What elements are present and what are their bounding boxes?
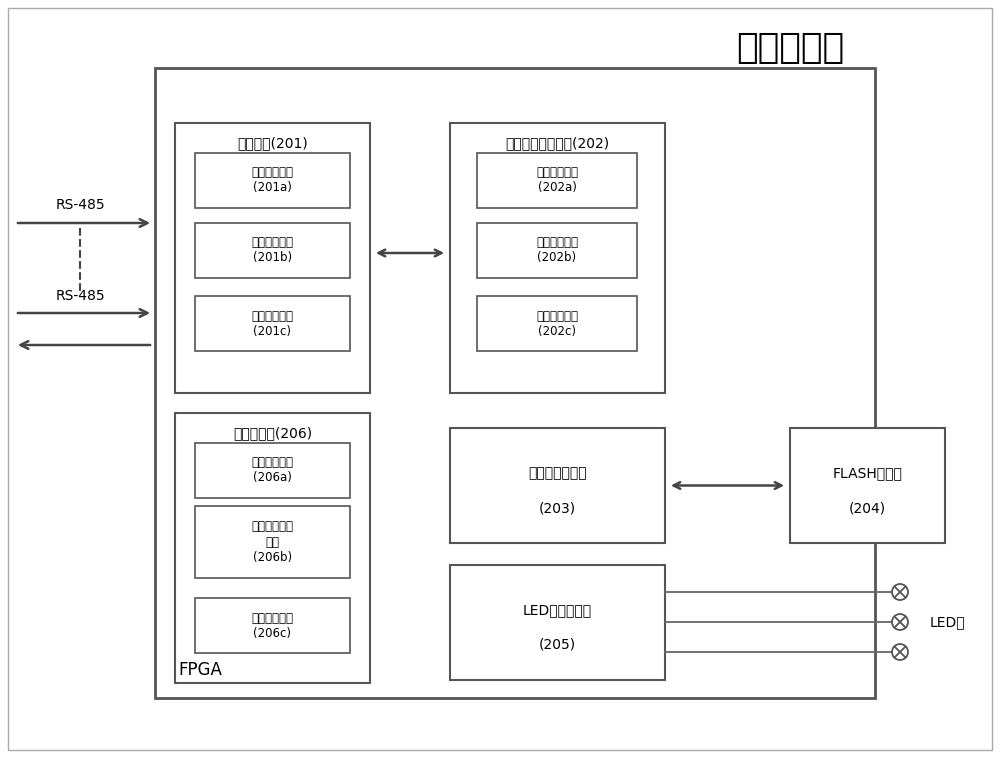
Bar [790, 428, 945, 543]
Bar [195, 153, 350, 208]
Text: LED灯: LED灯 [930, 615, 966, 629]
Bar [195, 443, 350, 498]
Text: (203): (203) [539, 501, 576, 515]
Bar [477, 296, 637, 351]
Text: 逻辑处理卡: 逻辑处理卡 [736, 31, 844, 65]
Text: 通信发送接口
(201c): 通信发送接口 (201c) [252, 309, 294, 337]
Bar [175, 413, 370, 683]
Text: RS-485: RS-485 [55, 289, 105, 303]
Bar [195, 296, 350, 351]
Text: (205): (205) [539, 638, 576, 652]
Bar [195, 506, 350, 578]
Text: 逻辑控制模块
(202b): 逻辑控制模块 (202b) [536, 236, 578, 265]
Text: 通信模块(201): 通信模块(201) [237, 136, 308, 150]
Text: 通信接收接口
(201a): 通信接收接口 (201a) [252, 167, 294, 195]
Text: 输入输出接口
(202a): 输入输出接口 (202a) [536, 167, 578, 195]
Bar [477, 223, 637, 278]
Text: FPGA: FPGA [178, 661, 222, 679]
Text: LED灯控制模块: LED灯控制模块 [523, 603, 592, 617]
Text: 自诊断模块(206): 自诊断模块(206) [233, 426, 312, 440]
Text: 故障显示模块
(206c): 故障显示模块 (206c) [252, 612, 294, 640]
Text: 故障诊断模块
(206a): 故障诊断模块 (206a) [252, 456, 294, 484]
Bar [450, 565, 665, 680]
Text: 通道控制模块
(202c): 通道控制模块 (202c) [536, 309, 578, 337]
Bar [477, 153, 637, 208]
Text: 故障安全处理
模块
(206b): 故障安全处理 模块 (206b) [252, 521, 294, 563]
Text: (204): (204) [849, 501, 886, 515]
Bar [155, 68, 875, 698]
Bar [450, 428, 665, 543]
Bar [450, 123, 665, 393]
Text: 整定值修改模块: 整定值修改模块 [528, 466, 587, 480]
Bar [195, 598, 350, 653]
Text: 核心逻辑处理模块(202): 核心逻辑处理模块(202) [505, 136, 610, 150]
Text: FLASH存储器: FLASH存储器 [833, 466, 902, 480]
Text: 通信控制模块
(201b): 通信控制模块 (201b) [252, 236, 294, 265]
Text: RS-485: RS-485 [55, 198, 105, 212]
Bar [195, 223, 350, 278]
Bar [175, 123, 370, 393]
